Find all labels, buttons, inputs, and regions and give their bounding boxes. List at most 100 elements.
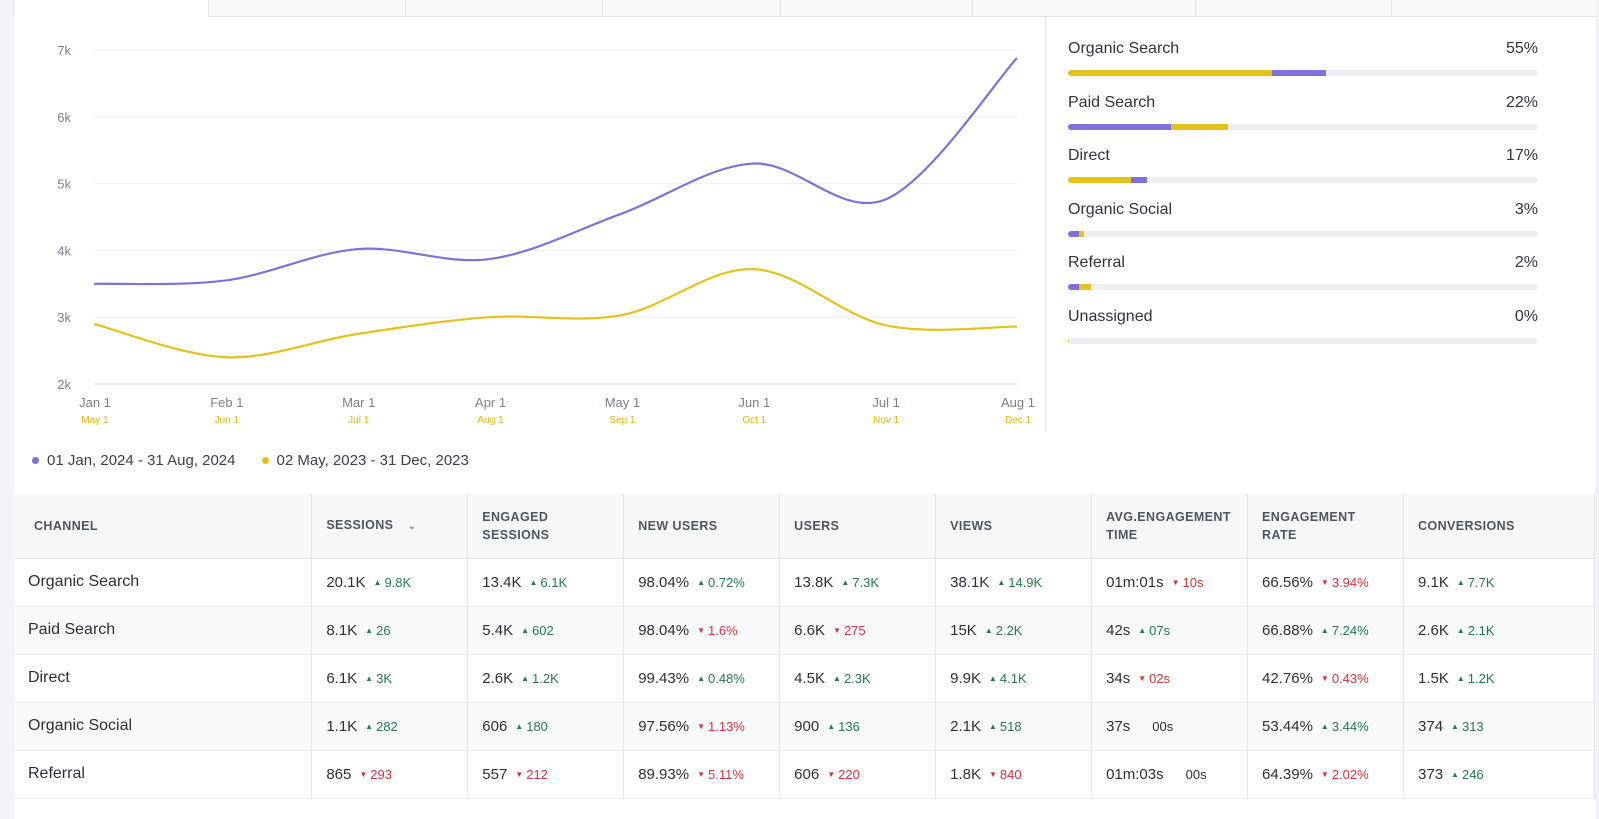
metric-value: 53.44% (1262, 717, 1313, 735)
channel-share-item[interactable]: Unassigned 0% (1068, 298, 1538, 352)
metric-delta-value: 6.1K (540, 574, 568, 590)
column-header-label: USERS (794, 518, 840, 533)
channel-share-name: Unassigned (1068, 307, 1153, 325)
triangle-up-icon: ▲ (521, 625, 530, 635)
channel-share-item[interactable]: Referral 2% (1068, 244, 1538, 298)
metric-cell: 13.4K ▲ 6.1K (467, 558, 625, 607)
x-tick-label-secondary: Oct 1 (742, 415, 766, 426)
metric-delta: ▲ 26 (365, 623, 390, 638)
metric-value: 42s (1106, 621, 1131, 639)
metric-delta: ▲ 136 (827, 719, 860, 734)
legend-dot-previous (261, 457, 269, 464)
metric-value: 13.8K (794, 573, 834, 591)
column-header[interactable]: CONVERSIONS (1403, 494, 1595, 559)
metric-value: 6.1K (326, 669, 358, 687)
table-row[interactable]: Organic Search 20.1K ▲ 9.8K 13.4K ▲ 6.1K 98.04%… (14, 558, 1595, 607)
column-header[interactable]: ENGAGED SESSIONS (467, 494, 625, 559)
metric-delta: ▲ 6.1K (529, 575, 567, 590)
x-tick-label: Jun 1 (738, 395, 770, 410)
column-header[interactable]: CHANNEL (14, 494, 313, 559)
metric-delta: ▲ 07s (1138, 623, 1170, 638)
metric-delta: ▼ 212 (515, 767, 548, 782)
metric-delta-value: 7.3K (852, 574, 880, 590)
column-header-label: ENGAGEMENT (1262, 509, 1356, 524)
triangle-up-icon: ▲ (1456, 625, 1465, 635)
metric-delta: ▲ 0.72% (697, 575, 745, 590)
triangle-up-icon: ▲ (697, 673, 705, 683)
column-header[interactable]: SESSIONS ⌄ (311, 494, 469, 559)
tab-1[interactable] (13, 0, 208, 17)
table-row[interactable]: Referral 865 ▼ 293 557 ▼ 212 89.93% ▼ 5.11% 606 ▼ 22… (14, 750, 1595, 799)
metric-value: 1.1K (326, 717, 358, 735)
metric-cell: 38.1K ▲ 14.9K (935, 558, 1093, 607)
triangle-down-icon: ▼ (515, 769, 524, 779)
triangle-down-icon: ▼ (1320, 577, 1329, 587)
column-header[interactable]: AVG.ENGAGEMENT TIME (1091, 494, 1249, 559)
tab-4[interactable] (602, 0, 780, 17)
sort-chevron-down-icon[interactable]: ⌄ (407, 520, 417, 532)
metric-cell: 1.1K ▲ 282 (311, 702, 469, 751)
tab-6[interactable] (972, 0, 1195, 17)
metric-value: 6.6K (794, 621, 826, 639)
metric-value: 900 (794, 717, 820, 735)
tab-7[interactable] (1195, 0, 1391, 17)
metric-cell: 01m:01s ▼ 10s (1091, 558, 1249, 607)
x-tick-label: Jan 1 (79, 395, 111, 410)
metric-value: 66.88% (1262, 621, 1313, 639)
triangle-up-icon: ▲ (1320, 721, 1329, 731)
channel-share-item[interactable]: Direct 17% (1068, 137, 1538, 191)
channel-share-segment (1068, 284, 1079, 291)
triangle-down-icon: ▼ (1138, 673, 1147, 683)
column-header[interactable]: USERS (779, 494, 937, 559)
series-line-current (93, 57, 1018, 286)
column-header[interactable]: NEW USERS (623, 494, 781, 559)
column-header-label: CONVERSIONS (1418, 518, 1515, 533)
metric-value: 2.1K (950, 717, 981, 735)
metric-cell: 34s ▼ 02s (1091, 654, 1249, 703)
triangle-up-icon: ▲ (833, 673, 841, 683)
metric-cell: 42.76% ▼ 0.43% (1247, 654, 1405, 703)
tab-8[interactable] (1391, 0, 1596, 17)
triangle-down-icon: ▼ (1171, 577, 1180, 587)
legend-dot-current (32, 457, 39, 464)
metric-delta-value: 212 (526, 766, 548, 782)
metric-delta-value: 00s (1152, 718, 1174, 734)
channel-share-item[interactable]: Organic Search 55% (1068, 30, 1538, 84)
channel-share-percent: 0% (1514, 307, 1538, 325)
metric-delta-value: 0.43% (1331, 670, 1369, 686)
column-header[interactable]: ENGAGEMENT RATE (1247, 494, 1405, 559)
legend-item-previous[interactable]: 02 May, 2023 - 31 Dec, 2023 (261, 452, 469, 469)
triangle-up-icon: ▲ (997, 577, 1006, 587)
channel-share-item[interactable]: Organic Social 3% (1068, 191, 1538, 245)
column-header[interactable]: VIEWS (935, 494, 1093, 559)
metric-delta: ▼ 840 (989, 767, 1022, 782)
channel-cell: Paid Search (14, 606, 313, 655)
vertical-divider (1045, 17, 1046, 431)
table-row[interactable]: Paid Search 8.1K ▲ 26 5.4K ▲ 602 98.04% ▼ 1.6% 6.6… (14, 606, 1595, 655)
table-row[interactable]: Organic Social 1.1K ▲ 282 606 ▲ 180 97.56% ▼ 1.13… (14, 702, 1595, 751)
x-tick-label-secondary: Jun 1 (215, 415, 240, 426)
chart-legend: 01 Jan, 2024 - 31 Aug, 2024 02 May, 2023… (32, 452, 469, 469)
legend-item-current[interactable]: 01 Jan, 2024 - 31 Aug, 2024 (32, 452, 236, 469)
channel-share-item[interactable]: Paid Search 22% (1068, 84, 1538, 138)
metric-value: 37s (1106, 717, 1131, 735)
triangle-up-icon: ▲ (697, 577, 705, 587)
triangle-down-icon: ▼ (359, 769, 368, 779)
tab-3[interactable] (405, 0, 602, 17)
metric-delta-value: 10s (1182, 574, 1204, 590)
tab-2[interactable] (208, 0, 405, 17)
tab-5[interactable] (780, 0, 972, 17)
sessions-line-chart: 2k 3k 4k 5k 6k 7k Jan 1 May 1 Feb 1 Jun 1 Mar 1 Jul… (14, 17, 1045, 437)
metric-cell: 606 ▼ 220 (779, 750, 937, 799)
triangle-up-icon: ▲ (529, 577, 538, 587)
metric-delta-value: 602 (532, 622, 554, 638)
x-tick-label: Jul 1 (872, 395, 899, 410)
metric-cell: 98.04% ▲ 0.72% (623, 558, 781, 607)
metric-value: 9.1K (1418, 573, 1449, 591)
table-row[interactable]: Direct 6.1K ▲ 3K 2.6K ▲ 1.2K 99.43% ▲ 0.48% 4.5K ▲ 2… (14, 654, 1595, 703)
metric-delta-value: 275 (843, 622, 866, 638)
column-header-label: TIME (1106, 527, 1138, 542)
channel-share-segment (1272, 70, 1327, 76)
triangle-down-icon: ▼ (833, 625, 841, 635)
column-header-label: SESSIONS (326, 517, 394, 532)
